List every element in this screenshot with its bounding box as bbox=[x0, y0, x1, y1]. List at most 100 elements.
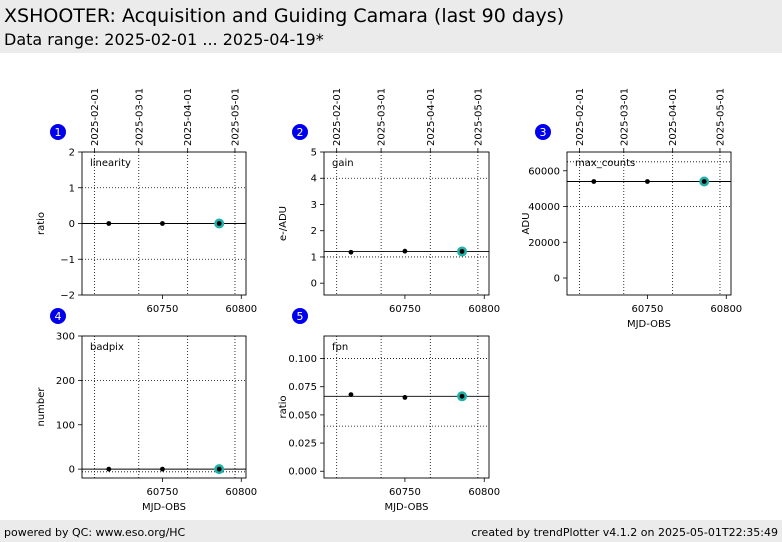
footer: powered by QC: www.eso.org/HC created by… bbox=[0, 520, 782, 542]
data-point bbox=[160, 466, 165, 472]
plot-frame bbox=[81, 335, 247, 479]
chart-panel-3: 0 20000 40000 60000 60750 60800 2025-02-01 2025… bbox=[521, 88, 742, 330]
panel-badge-number: 1 bbox=[55, 126, 62, 139]
panel-param-label: fpn bbox=[332, 342, 348, 353]
date-tick-label: 2025-03-01 bbox=[619, 88, 630, 146]
panel-badge bbox=[535, 124, 551, 140]
y-tick-label: 0.075 bbox=[288, 382, 317, 393]
x-tick-label: 60800 bbox=[710, 304, 742, 315]
y-tick-label: 200 bbox=[56, 376, 75, 387]
date-tick-label: 2025-02-01 bbox=[575, 88, 586, 146]
y-axis-label: e-/ADU bbox=[278, 206, 289, 241]
y-tick-label: 0 bbox=[554, 274, 560, 285]
y-axis-label: ratio bbox=[278, 395, 289, 418]
y-tick-label: 40000 bbox=[528, 202, 560, 213]
date-tick-label: 2025-03-01 bbox=[134, 88, 145, 146]
footer-credit: powered by QC: www.eso.org/HC bbox=[4, 526, 186, 539]
data-point bbox=[348, 392, 354, 398]
x-tick-label: 60800 bbox=[468, 487, 500, 498]
data-point bbox=[402, 395, 408, 400]
y-tick-label: −1 bbox=[60, 255, 75, 266]
plot-frame bbox=[323, 151, 490, 296]
panel-badge-number: 2 bbox=[297, 126, 304, 139]
data-point bbox=[216, 221, 222, 226]
x-axis-label: MJD-OBS bbox=[384, 502, 428, 513]
data-point bbox=[106, 221, 112, 226]
x-tick-label: 60800 bbox=[468, 304, 500, 315]
data-point bbox=[459, 249, 465, 254]
y-tick-label: 0.000 bbox=[288, 467, 317, 478]
y-tick-label: 4 bbox=[311, 174, 317, 185]
y-tick-label: 0 bbox=[69, 219, 75, 230]
panel-badge bbox=[292, 308, 308, 324]
date-tick-label: 2025-04-01 bbox=[668, 88, 679, 146]
panel-param-label: badpix bbox=[90, 342, 124, 353]
panel-badge bbox=[292, 124, 308, 140]
x-tick-label: 60750 bbox=[389, 304, 421, 315]
y-tick-label: 20000 bbox=[528, 238, 560, 249]
footer-created: created by trendPlotter v4.1.2 on 2025-0… bbox=[471, 526, 778, 539]
y-tick-label: 0.100 bbox=[288, 354, 317, 365]
panel-param-label: max_counts bbox=[575, 158, 635, 169]
data-point bbox=[591, 179, 597, 184]
page-title: XSHOOTER: Acquisition and Guiding Camara… bbox=[4, 5, 565, 27]
date-tick-label: 2025-05-01 bbox=[473, 88, 484, 146]
panel-param-label: linearity bbox=[90, 158, 131, 169]
plot-frame bbox=[566, 151, 732, 296]
panel-badge-number: 5 bbox=[297, 310, 304, 323]
x-axis-label: MJD-OBS bbox=[142, 502, 186, 513]
date-tick-label: 2025-03-01 bbox=[377, 88, 388, 146]
page-subtitle: Data range: 2025-02-01 ... 2025-04-19* bbox=[4, 30, 324, 49]
x-tick-label: 60750 bbox=[632, 304, 664, 315]
y-tick-label: 2 bbox=[311, 226, 317, 237]
y-tick-label: 2 bbox=[69, 148, 75, 159]
panel-badge bbox=[50, 124, 66, 140]
y-tick-label: 5 bbox=[311, 148, 317, 159]
data-point bbox=[160, 221, 165, 226]
y-tick-label: 3 bbox=[311, 200, 317, 211]
data-point bbox=[348, 249, 354, 255]
date-tick-label: 2025-05-01 bbox=[230, 88, 241, 146]
x-tick-label: 60800 bbox=[225, 487, 257, 498]
date-tick-label: 2025-04-01 bbox=[183, 88, 194, 146]
x-tick-label: 60800 bbox=[225, 304, 257, 315]
x-tick-label: 60750 bbox=[147, 487, 179, 498]
y-axis-label: ratio bbox=[36, 212, 47, 235]
data-point bbox=[402, 248, 408, 254]
x-axis-label: MJD-OBS bbox=[627, 319, 671, 330]
chart-panel-5: 0.000 0.025 0.050 0.075 0.100 60750 60800 fpn ra… bbox=[278, 308, 500, 513]
y-tick-label: 1 bbox=[69, 183, 75, 194]
y-axis-label: ADU bbox=[521, 213, 532, 235]
data-point bbox=[106, 466, 112, 472]
y-tick-label: 0 bbox=[69, 465, 75, 476]
y-tick-label: 0.050 bbox=[288, 410, 317, 421]
date-tick-label: 2025-05-01 bbox=[715, 88, 726, 146]
y-tick-label: 100 bbox=[56, 420, 75, 431]
date-tick-label: 2025-02-01 bbox=[332, 88, 343, 146]
y-tick-label: −2 bbox=[60, 291, 75, 302]
x-tick-label: 60750 bbox=[389, 487, 421, 498]
data-point bbox=[459, 393, 465, 399]
panel-badge-number: 4 bbox=[55, 310, 62, 323]
plot-frame bbox=[323, 335, 490, 479]
date-tick-label: 2025-02-01 bbox=[90, 88, 101, 146]
chart-panel-2: 0 1 2 3 4 5 60750 60800 2025-02-01 2025-03-01 2025… bbox=[278, 88, 500, 315]
data-point bbox=[216, 466, 222, 472]
data-point bbox=[645, 179, 650, 184]
chart-panel-4: 0 100 200 300 60750 60800 badpix number MJD-OBS 4 bbox=[36, 308, 257, 513]
date-tick-label: 2025-04-01 bbox=[426, 88, 437, 146]
y-tick-label: 0 bbox=[311, 279, 317, 290]
panel-badge bbox=[50, 308, 66, 324]
y-tick-label: 300 bbox=[56, 332, 75, 343]
y-tick-label: 60000 bbox=[528, 166, 560, 177]
x-tick-label: 60750 bbox=[147, 304, 179, 315]
y-axis-label: number bbox=[36, 387, 47, 427]
y-tick-label: 0.025 bbox=[288, 439, 317, 450]
panel-badge-number: 3 bbox=[540, 126, 547, 139]
header: XSHOOTER: Acquisition and Guiding Camara… bbox=[0, 0, 782, 53]
panel-param-label: gain bbox=[332, 158, 354, 169]
data-point bbox=[701, 179, 707, 184]
y-tick-label: 1 bbox=[311, 252, 317, 263]
